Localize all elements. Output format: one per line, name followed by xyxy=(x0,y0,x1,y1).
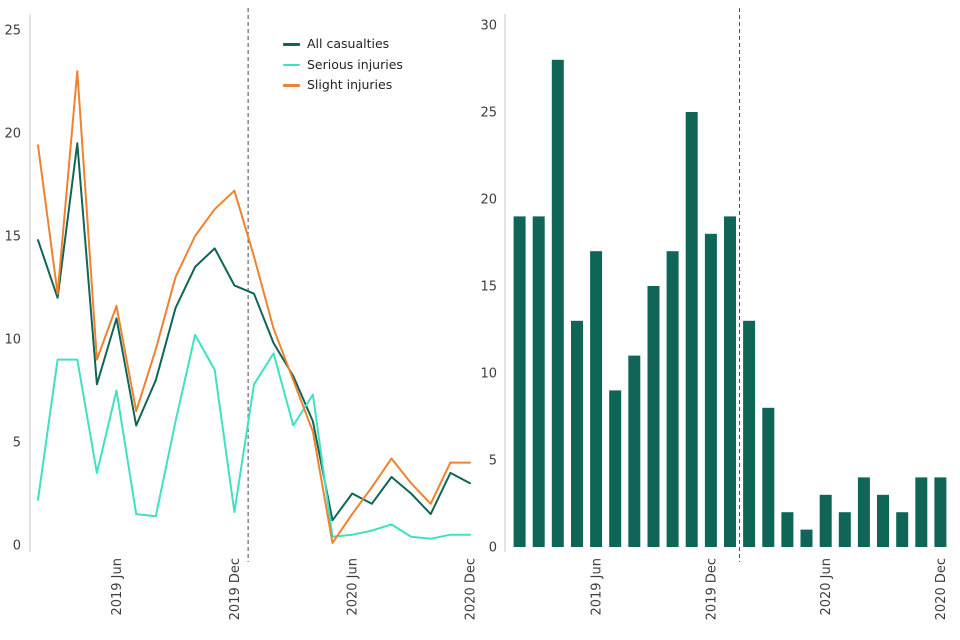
y-tick-label: 5 xyxy=(13,436,21,451)
bar xyxy=(628,355,641,547)
bar xyxy=(896,512,909,547)
y-tick-label: 20 xyxy=(480,193,497,208)
bar xyxy=(609,390,622,547)
legend-label-slight-injuries: Slight injuries xyxy=(307,77,393,92)
y-tick-label: 5 xyxy=(489,454,497,469)
y-tick-label: 0 xyxy=(489,541,497,556)
bar xyxy=(781,512,794,547)
line-chart-panel: 0 5 10 15 20 25 2019 Jun 2019 Dec 2020 Jun 2020 D… xyxy=(4,8,479,620)
slight-injuries-line-key-icon xyxy=(283,84,300,87)
y-tick-label: 0 xyxy=(13,539,21,554)
bar xyxy=(532,216,545,547)
bar xyxy=(666,251,679,547)
x-tick-label: 2019 Dec xyxy=(704,558,719,620)
y-tick-label: 20 xyxy=(4,127,21,142)
bar xyxy=(685,112,698,547)
serious-injuries-line-key-icon xyxy=(283,63,300,66)
y-tick-label: 10 xyxy=(4,333,21,348)
bar xyxy=(647,286,660,547)
slight-injuries-line xyxy=(37,70,471,544)
bar xyxy=(934,477,947,547)
x-tick-label: 2019 Jun xyxy=(110,558,125,616)
y-tick-label: 25 xyxy=(480,106,497,121)
chart-legend: All casualties Serious injuries Slight i… xyxy=(283,36,403,92)
x-tick-label: 2019 Dec xyxy=(228,558,243,620)
legend-label-serious-injuries: Serious injuries xyxy=(307,56,403,72)
bar xyxy=(571,320,583,547)
casualty-trends-line-chart: 0 5 10 15 20 25 2019 Jun 2019 Dec 2020 Jun 2020 D… xyxy=(4,8,479,620)
bar xyxy=(513,216,526,547)
bar xyxy=(838,512,851,547)
bar xyxy=(819,494,832,547)
serious-injuries-line xyxy=(37,333,471,540)
bar xyxy=(800,529,813,547)
casualty-counts-bar-chart: 0 5 10 15 20 25 30 2019 Jun 2019 Dec 2020 Jun 2020… xyxy=(480,8,949,620)
all-casualties-line xyxy=(37,142,471,522)
bar xyxy=(877,494,889,547)
bar-chart-panel: 0 5 10 15 20 25 30 2019 Jun 2019 Dec 2020 Jun 2020… xyxy=(480,0,960,640)
x-tick-label: 2020 Dec xyxy=(464,558,479,620)
x-tick-label: 2020 Dec xyxy=(934,558,949,620)
y-tick-label: 10 xyxy=(480,367,497,382)
legend-label-all-casualties: All casualties xyxy=(307,36,390,51)
bar xyxy=(762,407,775,547)
bar xyxy=(551,59,564,548)
all-casualties-line-key-icon xyxy=(283,43,300,46)
bar xyxy=(704,233,717,548)
bar xyxy=(857,477,870,547)
y-tick-label: 15 xyxy=(480,280,497,295)
x-tick-label: 2020 Jun xyxy=(819,558,834,616)
legend-item-slight-injuries: Slight injuries xyxy=(283,77,403,92)
legend-item-all-casualties: All casualties xyxy=(283,36,403,51)
x-tick-label: 2020 Jun xyxy=(346,558,361,616)
y-tick-label: 15 xyxy=(4,230,21,245)
legend-item-serious-injuries: Serious injuries xyxy=(283,56,403,72)
x-tick-label: 2019 Jun xyxy=(590,558,605,616)
bar xyxy=(743,320,756,547)
bar xyxy=(590,251,603,547)
bar xyxy=(915,477,928,547)
y-tick-label: 30 xyxy=(480,19,497,34)
y-tick-label: 25 xyxy=(4,24,21,39)
bar xyxy=(724,216,736,547)
